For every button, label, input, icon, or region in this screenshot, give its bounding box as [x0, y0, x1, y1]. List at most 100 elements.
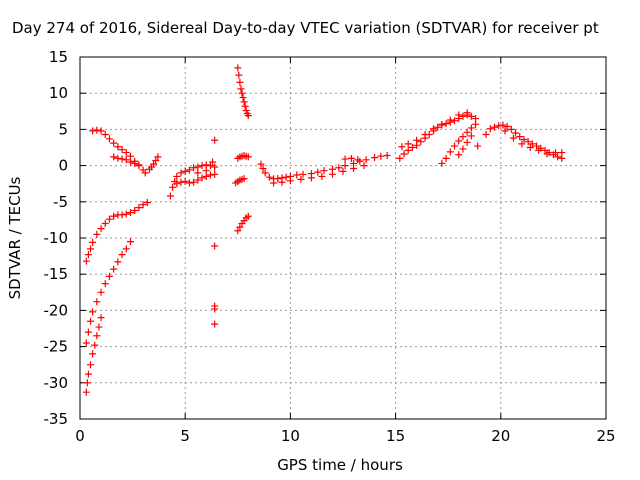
data-point	[259, 164, 267, 172]
data-point	[528, 140, 536, 148]
data-point	[293, 171, 301, 179]
data-point	[101, 130, 109, 138]
data-point	[206, 171, 214, 179]
data-point	[87, 245, 95, 253]
data-point	[234, 227, 242, 235]
data-point	[240, 98, 248, 106]
data-point	[241, 102, 249, 110]
data-point	[341, 155, 349, 163]
data-point	[236, 78, 244, 86]
data-point	[486, 125, 494, 133]
data-point	[482, 130, 490, 138]
data-point	[198, 162, 206, 170]
data-point	[101, 220, 109, 228]
series-arc-7-5h-mid	[234, 151, 252, 162]
data-point	[244, 212, 252, 220]
data-point	[95, 323, 103, 331]
y-tick-label: 15	[49, 48, 68, 66]
data-point	[516, 133, 524, 141]
data-point	[198, 174, 206, 182]
data-point	[463, 109, 471, 117]
series-arc-9-15h	[257, 151, 391, 187]
data-point	[173, 180, 181, 188]
data-point	[206, 162, 214, 170]
x-axis: 0 5 10 15 20 25	[75, 57, 616, 445]
data-point	[118, 211, 126, 219]
data-point	[314, 168, 322, 176]
data-point	[404, 146, 412, 154]
data-point	[122, 156, 130, 164]
data-point	[451, 142, 459, 150]
data-point	[105, 135, 113, 143]
data-point	[257, 160, 265, 168]
data-point	[244, 112, 252, 120]
data-point	[320, 167, 328, 175]
data-point	[110, 212, 118, 220]
y-tick-label: -5	[53, 193, 68, 211]
data-point	[97, 127, 105, 135]
data-point	[541, 146, 549, 154]
data-point	[84, 251, 92, 259]
data-point	[446, 148, 454, 156]
data-point	[190, 178, 198, 186]
data-point	[82, 339, 90, 347]
data-point	[114, 154, 122, 162]
data-point	[173, 172, 181, 180]
plot-frame	[79, 56, 607, 420]
data-point	[89, 127, 97, 135]
data-point	[166, 192, 174, 200]
data-point	[238, 89, 246, 97]
data-point	[404, 140, 412, 148]
data-point	[408, 144, 416, 151]
data-point	[524, 138, 532, 146]
data-point	[455, 151, 463, 159]
data-point	[234, 64, 242, 72]
data-point	[110, 265, 118, 273]
data-point	[554, 153, 562, 161]
data-point	[438, 159, 446, 167]
series-arc-rising-1	[82, 199, 151, 265]
data-point	[87, 361, 95, 369]
data-point	[417, 138, 425, 146]
data-point	[318, 172, 326, 180]
data-point	[122, 149, 130, 157]
series-arc-7-5h-low	[232, 175, 252, 235]
data-point	[135, 161, 143, 169]
data-point	[438, 120, 446, 128]
data-point	[297, 175, 305, 183]
data-point	[126, 209, 134, 217]
series-arc-rising-3	[82, 314, 105, 396]
data-point	[152, 157, 160, 165]
series-arc-17-19h-drop	[438, 120, 482, 167]
data-point	[377, 152, 385, 160]
y-tick-label: -35	[44, 410, 69, 428]
x-axis-label: GPS time / hours	[277, 456, 403, 474]
series-arc-19-23h	[482, 121, 566, 162]
data-point	[455, 111, 463, 119]
data-point	[131, 159, 139, 167]
data-point	[169, 183, 177, 191]
data-point	[211, 136, 219, 144]
data-point	[235, 71, 243, 79]
data-point	[429, 125, 437, 133]
x-tick-label: 25	[596, 427, 615, 445]
data-point	[139, 201, 147, 209]
data-point	[286, 177, 294, 185]
data-point	[105, 215, 113, 223]
data-point	[520, 136, 528, 144]
data-point	[490, 123, 498, 131]
data-point	[135, 204, 143, 212]
data-point	[239, 94, 247, 102]
data-point	[126, 158, 134, 166]
data-point	[261, 169, 269, 177]
data-point	[472, 120, 480, 128]
series-arc-early-top	[89, 126, 149, 177]
data-point	[535, 146, 543, 154]
data-point	[82, 388, 90, 396]
data-point	[244, 153, 252, 161]
data-point	[543, 150, 551, 158]
data-point	[383, 151, 391, 159]
x-tick-label: 10	[281, 427, 300, 445]
data-point	[396, 154, 404, 162]
